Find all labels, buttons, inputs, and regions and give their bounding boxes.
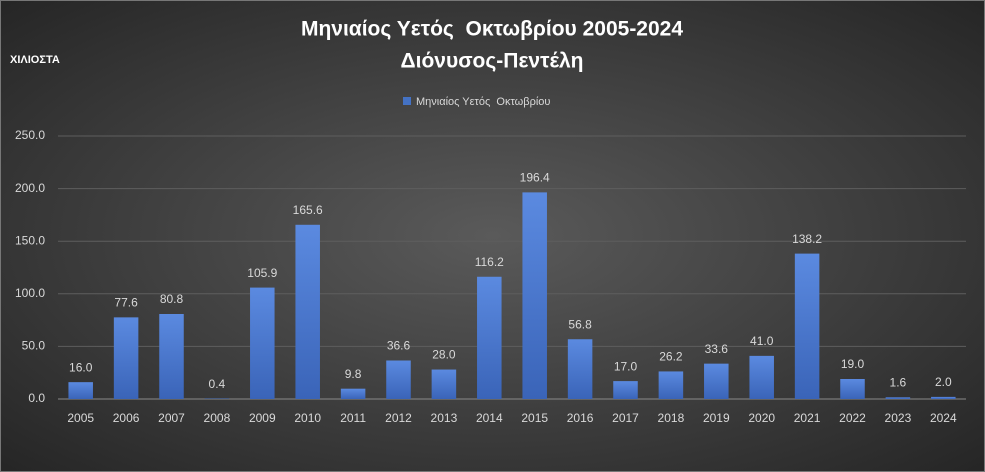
bar [295, 224, 320, 399]
value-label: 2.0 [935, 375, 952, 389]
x-tick-label: 2015 [521, 411, 548, 425]
bar [522, 192, 547, 399]
value-label: 28.0 [432, 348, 456, 362]
bar [749, 355, 774, 399]
chart-title: Μηνιαίος Υετός Οκτωβρίου 2005-2024 [301, 18, 683, 41]
bar [885, 397, 911, 399]
x-tick-label: 2007 [158, 411, 185, 425]
bar [704, 363, 729, 399]
value-label: 138.2 [792, 232, 822, 246]
bar [840, 379, 865, 399]
bar [931, 396, 956, 399]
x-tick-label: 2010 [294, 411, 321, 425]
value-label: 41.0 [750, 334, 774, 348]
y-tick-label: 150.0 [15, 233, 45, 247]
value-label: 16.0 [69, 360, 93, 374]
value-label: 33.6 [705, 342, 729, 356]
value-label: 105.9 [247, 266, 277, 280]
value-label: 196.4 [520, 171, 550, 185]
x-tick-label: 2012 [385, 411, 412, 425]
bar [431, 369, 457, 399]
bar [159, 313, 184, 399]
x-tick-label: 2018 [658, 411, 685, 425]
x-tick-label: 2008 [204, 411, 231, 425]
y-tick-label: 0.0 [28, 391, 45, 405]
bar [658, 371, 684, 399]
x-tick-label: 2020 [748, 411, 775, 425]
x-tick-label: 2011 [340, 411, 366, 425]
bar [477, 276, 502, 399]
value-label: 26.2 [659, 350, 683, 364]
x-tick-label: 2017 [612, 411, 639, 425]
value-label: 56.8 [568, 317, 592, 331]
bar [250, 287, 275, 399]
x-tick-label: 2024 [930, 411, 957, 425]
value-label: 80.8 [160, 292, 184, 306]
bar [567, 339, 593, 399]
x-tick-label: 2014 [476, 411, 503, 425]
y-tick-label: 50.0 [22, 339, 46, 353]
value-label: 36.6 [387, 339, 411, 353]
chart-subtitle: Διόνυσος-Πεντέλη [401, 50, 584, 73]
x-tick-label: 2009 [249, 411, 276, 425]
legend-label: Μηνιαίος Υετός Οκτωβρίου [416, 96, 550, 108]
value-label: 165.6 [293, 203, 323, 217]
bar [386, 360, 411, 399]
x-tick-label: 2022 [839, 411, 866, 425]
x-tick-label: 2019 [703, 411, 730, 425]
x-tick-label: 2006 [113, 411, 140, 425]
value-label: 19.0 [841, 357, 865, 371]
x-tick-label: 2005 [67, 411, 94, 425]
value-label: 9.8 [345, 367, 362, 381]
x-tick-label: 2016 [567, 411, 594, 425]
value-label: 77.6 [114, 296, 138, 310]
value-label: 1.6 [890, 375, 907, 389]
bar [113, 317, 139, 399]
y-tick-label: 100.0 [15, 286, 45, 300]
x-tick-label: 2013 [431, 411, 458, 425]
y-tick-label: 250.0 [15, 128, 45, 142]
legend-swatch [403, 97, 411, 105]
x-tick-label: 2023 [885, 411, 912, 425]
bar [68, 382, 93, 399]
value-label: 17.0 [614, 359, 638, 373]
value-label: 0.4 [209, 377, 226, 391]
bar [613, 381, 638, 399]
y-tick-label: 200.0 [15, 181, 45, 195]
bar [794, 253, 820, 399]
y-axis-label: ΧΙΛΙΟΣΤΑ [10, 54, 60, 66]
value-label: 116.2 [475, 255, 504, 269]
x-tick-label: 2021 [794, 411, 821, 425]
bar [340, 388, 366, 399]
